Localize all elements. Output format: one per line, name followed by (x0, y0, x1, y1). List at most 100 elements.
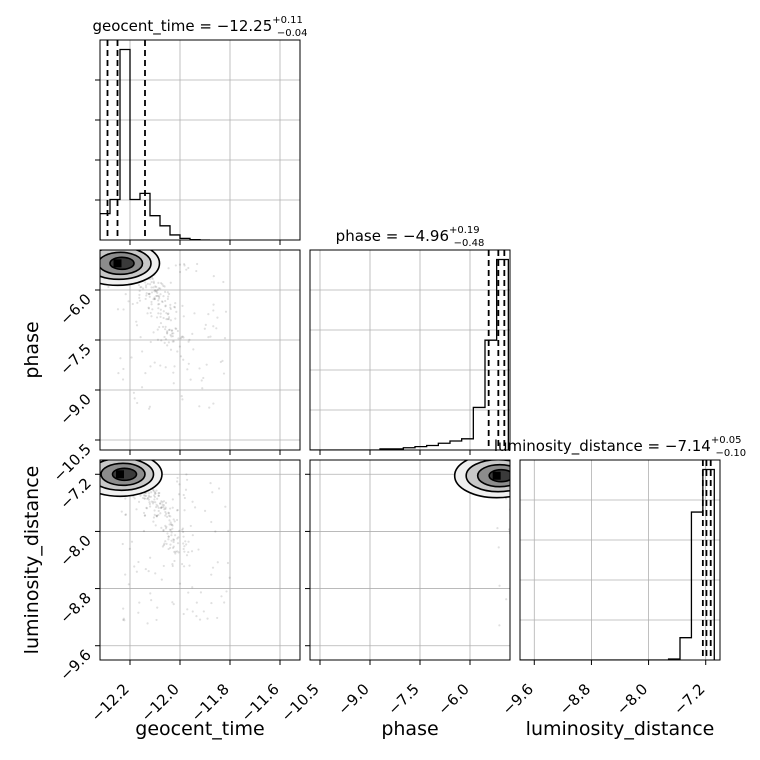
scatter-point (150, 300, 153, 304)
scatter-point (127, 248, 129, 250)
scatter-point (223, 337, 227, 340)
scatter-point (185, 543, 188, 546)
scatter-point (545, 518, 547, 520)
scatter-point (157, 494, 161, 497)
scatter-point (167, 341, 170, 344)
scatter-point (89, 273, 91, 275)
scatter-point (152, 516, 156, 519)
scatter-point (516, 495, 518, 497)
scatter-point (141, 287, 145, 290)
title-luminosity-distance-sup: +0.05 (711, 435, 742, 446)
scatter-point (152, 297, 155, 301)
scatter-point (166, 532, 169, 535)
scatter-point (524, 484, 526, 486)
scatter-point (157, 307, 160, 310)
scatter-point (155, 618, 158, 622)
scatter-point (543, 520, 545, 522)
scatter-point (170, 523, 174, 526)
scatter-point (152, 331, 155, 334)
scatter-point (152, 500, 155, 504)
scatter-point (162, 295, 165, 298)
title-luminosity-distance-sub: −0.10 (716, 448, 747, 459)
scatter-point (521, 477, 523, 479)
scatter-point (523, 483, 525, 485)
scatter-point (536, 524, 538, 526)
scatter-point (212, 309, 215, 312)
scatter-point (182, 542, 185, 545)
scatter-point (516, 481, 518, 483)
scatter-point (174, 302, 177, 305)
scatter-point (522, 551, 524, 553)
scatter-point (181, 335, 184, 338)
scatter-point (118, 245, 120, 247)
scatter-point (153, 490, 156, 494)
scatter-point (166, 318, 169, 321)
scatter-point (592, 617, 594, 619)
scatter-point (165, 317, 168, 321)
scatter-point (186, 608, 189, 611)
title-geocent-time-sup: +0.11 (272, 15, 303, 26)
scatter-point (521, 483, 523, 485)
scatter-point (510, 485, 512, 487)
scatter-point (157, 287, 161, 290)
scatter-point (524, 489, 526, 491)
scatter-point (187, 340, 190, 343)
scatter-point (496, 456, 498, 458)
scatter-point (177, 493, 181, 496)
scatter-point (166, 297, 169, 301)
scatter-point (521, 505, 523, 507)
scatter-point (161, 545, 164, 548)
scatter-point (160, 300, 164, 303)
scatter-point (176, 476, 179, 480)
scatter-point (539, 519, 541, 521)
scatter-point (184, 488, 188, 491)
scatter-point (539, 517, 541, 519)
x-tick-label: −12.2 (88, 680, 133, 725)
scatter-point (135, 453, 137, 455)
scatter-point (227, 529, 230, 532)
scatter-point (158, 297, 161, 300)
scatter-point (556, 514, 558, 516)
scatter-point (146, 497, 149, 500)
scatter-point (155, 514, 158, 518)
scatter-point (148, 502, 151, 506)
scatter-point (524, 492, 526, 494)
scatter-point (223, 601, 226, 604)
scatter-point (556, 566, 558, 568)
scatter-point (140, 386, 144, 389)
scatter-point (157, 281, 160, 285)
scatter-point (542, 533, 544, 535)
scatter-point (549, 527, 551, 529)
contour-peak (116, 470, 124, 479)
scatter-point (511, 482, 513, 484)
scatter-point (537, 509, 539, 511)
x-tick-label: −7.2 (670, 680, 708, 718)
scatter-point (156, 294, 159, 298)
scatter-point (144, 297, 147, 301)
scatter-point (546, 507, 548, 509)
scatter-point (143, 494, 147, 497)
scatter-point (603, 544, 605, 546)
scatter-point (530, 493, 532, 495)
scatter-point (174, 317, 177, 320)
scatter-point (515, 482, 517, 484)
scatter-point (555, 549, 557, 551)
scatter-point (535, 522, 537, 524)
scatter-point (122, 308, 125, 311)
scatter-point (160, 578, 163, 581)
scatter-point (538, 498, 540, 500)
scatter-point (164, 510, 167, 514)
scatter-point (512, 475, 514, 477)
scatter-point (538, 523, 540, 525)
scatter-point (143, 497, 146, 500)
scatter-point (158, 302, 161, 306)
scatter-point (160, 500, 163, 503)
scatter-point (169, 543, 172, 546)
scatter-point (164, 506, 167, 509)
scatter-point (169, 515, 172, 518)
scatter-point (557, 558, 559, 560)
scatter-point (155, 515, 159, 518)
panel-hist-geocent-time (99, 39, 301, 241)
scatter-point (167, 535, 170, 538)
